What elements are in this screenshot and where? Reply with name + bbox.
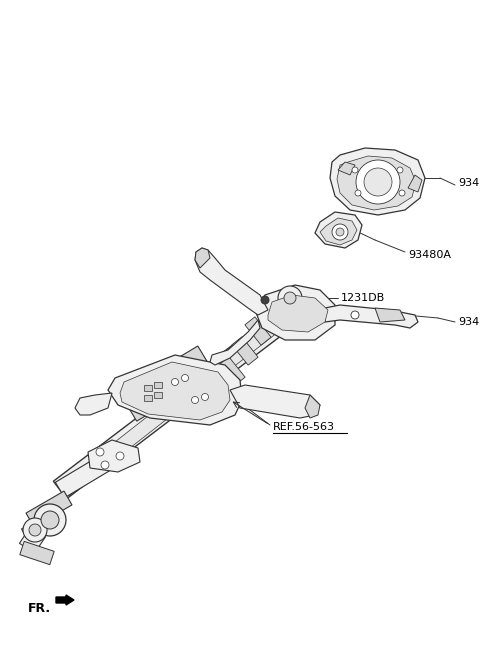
Polygon shape xyxy=(75,393,112,415)
Polygon shape xyxy=(245,317,271,345)
Circle shape xyxy=(101,461,109,469)
Polygon shape xyxy=(268,295,328,332)
Polygon shape xyxy=(53,291,317,498)
Polygon shape xyxy=(219,357,245,385)
Polygon shape xyxy=(20,527,46,553)
Polygon shape xyxy=(178,346,212,382)
Polygon shape xyxy=(154,392,162,398)
Polygon shape xyxy=(262,287,303,328)
Circle shape xyxy=(332,224,348,240)
Circle shape xyxy=(171,379,179,386)
Text: 1231DB: 1231DB xyxy=(341,293,385,303)
Circle shape xyxy=(96,448,104,456)
Text: 93490: 93490 xyxy=(458,178,480,188)
Text: 93400: 93400 xyxy=(458,317,480,327)
Polygon shape xyxy=(230,385,320,418)
Circle shape xyxy=(181,375,189,381)
Polygon shape xyxy=(330,148,425,215)
Circle shape xyxy=(41,511,59,529)
Circle shape xyxy=(23,518,47,542)
Polygon shape xyxy=(408,175,422,192)
Polygon shape xyxy=(144,395,152,401)
Polygon shape xyxy=(88,440,140,472)
Polygon shape xyxy=(154,382,162,388)
Polygon shape xyxy=(20,542,54,565)
Polygon shape xyxy=(144,385,152,391)
Polygon shape xyxy=(26,491,72,527)
Polygon shape xyxy=(108,355,242,425)
Circle shape xyxy=(399,190,405,196)
Circle shape xyxy=(352,167,358,173)
Polygon shape xyxy=(195,248,268,315)
Polygon shape xyxy=(255,285,335,340)
Circle shape xyxy=(355,190,361,196)
Polygon shape xyxy=(55,453,115,498)
Circle shape xyxy=(284,292,296,304)
Circle shape xyxy=(397,167,403,173)
Polygon shape xyxy=(338,162,355,175)
Polygon shape xyxy=(120,362,230,420)
Circle shape xyxy=(261,296,269,304)
Polygon shape xyxy=(325,305,418,328)
Circle shape xyxy=(116,452,124,460)
Polygon shape xyxy=(232,337,258,365)
Polygon shape xyxy=(305,395,320,418)
Text: 93480A: 93480A xyxy=(408,250,451,260)
Text: REF.56-563: REF.56-563 xyxy=(273,422,335,432)
Polygon shape xyxy=(210,320,260,365)
Circle shape xyxy=(364,168,392,196)
Text: FR.: FR. xyxy=(28,601,51,614)
Polygon shape xyxy=(22,512,59,541)
Polygon shape xyxy=(195,248,210,268)
Circle shape xyxy=(29,524,41,536)
Circle shape xyxy=(192,396,199,403)
Circle shape xyxy=(34,504,66,536)
Polygon shape xyxy=(337,156,416,210)
Circle shape xyxy=(202,394,208,400)
Polygon shape xyxy=(123,387,156,421)
Polygon shape xyxy=(375,308,405,322)
Circle shape xyxy=(356,160,400,204)
Circle shape xyxy=(351,311,359,319)
FancyArrow shape xyxy=(56,595,74,605)
Polygon shape xyxy=(315,212,362,248)
Circle shape xyxy=(336,228,344,236)
Polygon shape xyxy=(60,297,309,496)
Polygon shape xyxy=(320,218,357,245)
Circle shape xyxy=(278,286,302,310)
